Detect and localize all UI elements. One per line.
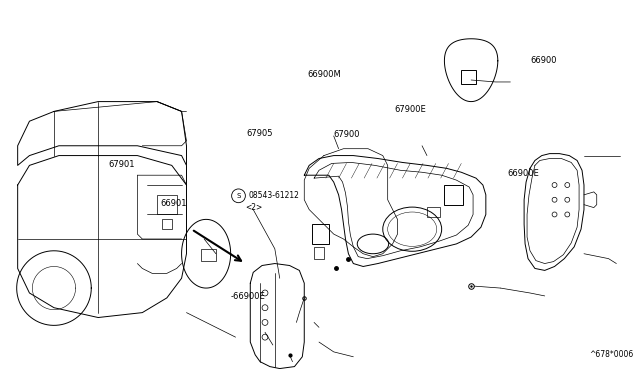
Text: 67900: 67900: [333, 130, 360, 140]
Text: 66900: 66900: [531, 55, 557, 64]
Text: 67900E: 67900E: [394, 105, 426, 114]
Text: 67905: 67905: [246, 129, 273, 138]
Text: 67901: 67901: [109, 160, 135, 169]
Text: 66901: 66901: [160, 199, 187, 208]
Text: <2>: <2>: [245, 203, 262, 212]
Text: -66900E: -66900E: [230, 292, 266, 301]
Text: ^678*0006: ^678*0006: [589, 350, 633, 359]
Text: 08543-61212: 08543-61212: [248, 191, 299, 200]
Text: 66900M: 66900M: [308, 70, 342, 79]
Text: 66900E: 66900E: [508, 169, 540, 178]
Text: S: S: [236, 193, 241, 199]
